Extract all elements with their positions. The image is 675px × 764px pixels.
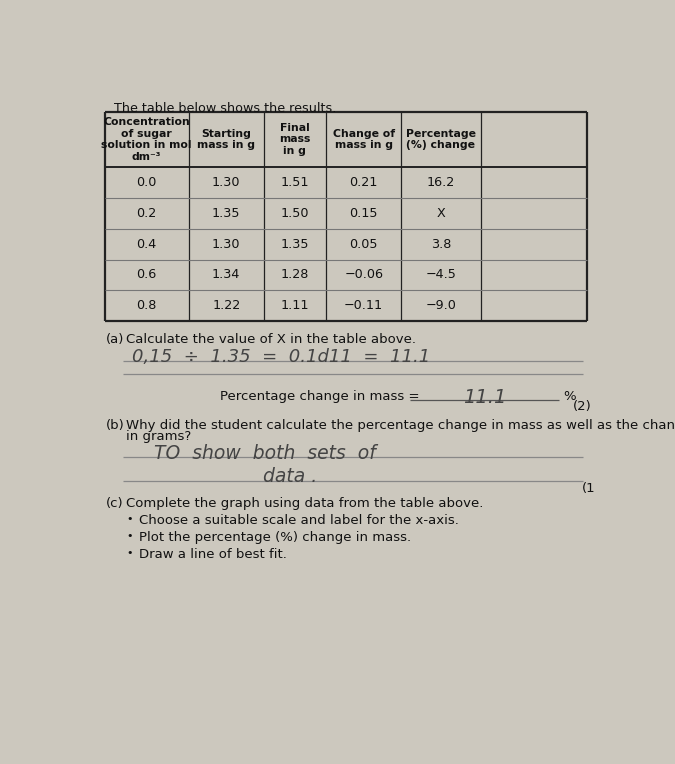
Text: 0.0: 0.0: [136, 176, 157, 189]
Text: 1.34: 1.34: [212, 268, 240, 281]
Text: Why did the student calculate the percentage change in mass as well as the chang: Why did the student calculate the percen…: [126, 419, 675, 432]
Text: 0.4: 0.4: [136, 238, 157, 251]
Text: Final
mass
in g: Final mass in g: [279, 123, 310, 156]
Text: %: %: [564, 390, 576, 403]
Text: •: •: [126, 514, 133, 524]
Text: Change of
mass in g: Change of mass in g: [333, 128, 395, 151]
Text: (a): (a): [106, 333, 124, 346]
Text: 1.50: 1.50: [281, 207, 309, 220]
Text: 0.8: 0.8: [136, 299, 157, 312]
Text: −0.06: −0.06: [344, 268, 383, 281]
Text: Draw a line of best fit.: Draw a line of best fit.: [138, 549, 286, 562]
Text: The table below shows the results.: The table below shows the results.: [114, 102, 336, 115]
Text: 0.15: 0.15: [350, 207, 378, 220]
Text: Concentration
of sugar
solution in mol
dm⁻³: Concentration of sugar solution in mol d…: [101, 117, 192, 162]
Text: 1.51: 1.51: [281, 176, 309, 189]
Text: 1.35: 1.35: [212, 207, 240, 220]
Text: (b): (b): [106, 419, 125, 432]
Text: TO  show  both  sets  of: TO show both sets of: [154, 444, 376, 462]
Text: Complete the graph using data from the table above.: Complete the graph using data from the t…: [126, 497, 483, 510]
Text: Percentage
(%) change: Percentage (%) change: [406, 128, 476, 151]
Text: 0.2: 0.2: [136, 207, 157, 220]
Text: 1.11: 1.11: [281, 299, 309, 312]
Text: 3.8: 3.8: [431, 238, 451, 251]
Text: −4.5: −4.5: [425, 268, 456, 281]
Text: −9.0: −9.0: [425, 299, 456, 312]
Text: 1.22: 1.22: [212, 299, 240, 312]
Text: •: •: [126, 531, 133, 542]
Text: 1.28: 1.28: [281, 268, 309, 281]
Text: Choose a suitable scale and label for the x-axis.: Choose a suitable scale and label for th…: [138, 514, 458, 527]
Text: •: •: [126, 549, 133, 558]
Text: 1.35: 1.35: [281, 238, 309, 251]
Text: −0.11: −0.11: [344, 299, 383, 312]
Text: 0,15  ÷  1.35  =  0.1d11  =  11.1: 0,15 ÷ 1.35 = 0.1d11 = 11.1: [132, 348, 431, 366]
Text: 0.05: 0.05: [350, 238, 378, 251]
Text: 11.1: 11.1: [462, 388, 506, 407]
Text: Calculate the value of X in the table above.: Calculate the value of X in the table ab…: [126, 333, 416, 346]
Text: 16.2: 16.2: [427, 176, 455, 189]
Text: Starting
mass in g: Starting mass in g: [197, 128, 255, 151]
Text: (2): (2): [573, 400, 592, 413]
Text: Plot the percentage (%) change in mass.: Plot the percentage (%) change in mass.: [138, 531, 411, 544]
Text: Percentage change in mass =: Percentage change in mass =: [220, 390, 419, 403]
Text: 0.21: 0.21: [350, 176, 378, 189]
Text: X: X: [436, 207, 445, 220]
Text: (c): (c): [106, 497, 124, 510]
Text: (1: (1: [583, 482, 596, 495]
Text: 1.30: 1.30: [212, 238, 240, 251]
Text: 1.30: 1.30: [212, 176, 240, 189]
Text: in grams?: in grams?: [126, 429, 192, 442]
Text: 0.6: 0.6: [136, 268, 157, 281]
Text: data .: data .: [263, 467, 317, 486]
